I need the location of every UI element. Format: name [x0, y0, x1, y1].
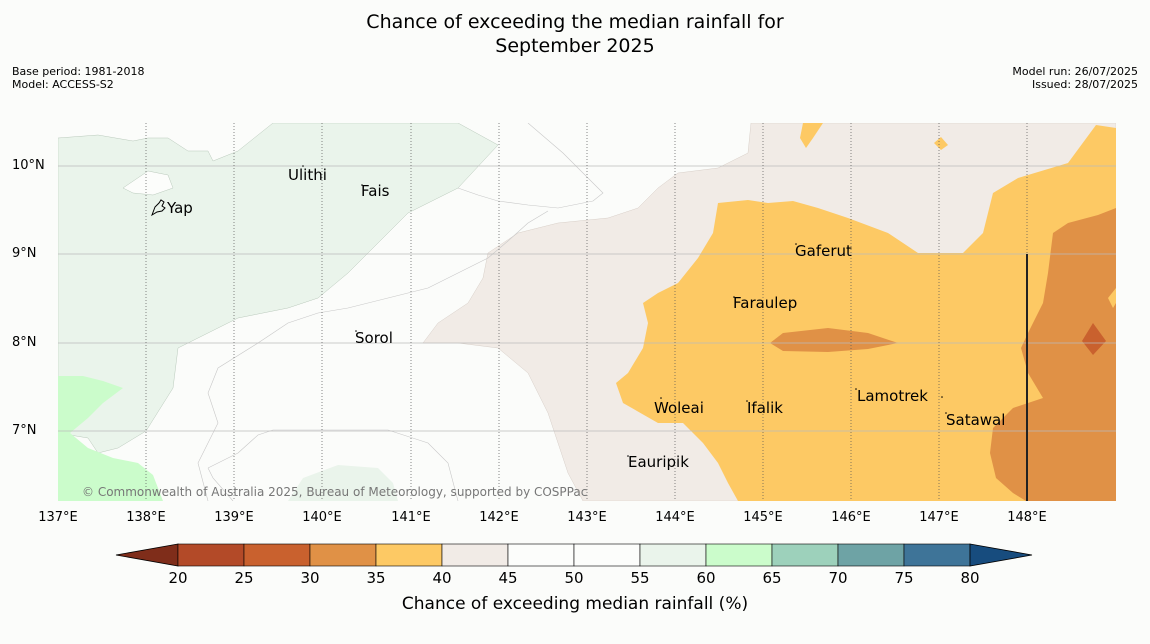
- colorbar-tick-25: 25: [234, 569, 254, 587]
- colorbar-segment: [507, 543, 575, 567]
- meta-left: Base period: 1981-2018 Model: ACCESS-S2: [12, 65, 144, 91]
- lon-label-138e: 138°E: [126, 510, 166, 525]
- base-period: Base period: 1981-2018: [12, 65, 145, 78]
- lon-label-140e: 140°E: [302, 510, 342, 525]
- colorbar-tick-80: 80: [960, 569, 980, 587]
- colorbar-segment: [639, 543, 707, 567]
- colorbar-tick-45: 45: [498, 569, 518, 587]
- place-gaferut: Gaferut: [795, 242, 852, 260]
- place-ulithi: Ulithi: [288, 166, 327, 184]
- colorbar-segment: [705, 543, 773, 567]
- colorbar-tick-70: 70: [828, 569, 848, 587]
- island-dots: [302, 165, 947, 457]
- colorbar-label: Chance of exceeding median rainfall (%): [401, 594, 749, 614]
- place-yap: Yap: [167, 199, 193, 217]
- colorbar-tick-20: 20: [168, 569, 188, 587]
- place-faraulep: Faraulep: [733, 294, 798, 312]
- lon-label-143e: 143°E: [567, 510, 607, 525]
- region-30-35-east: [990, 208, 1116, 501]
- place-sorol: Sorol: [355, 329, 393, 347]
- colorbar-segment: [177, 543, 245, 567]
- colorbar-segment: [309, 543, 377, 567]
- colorbar-tick-55: 55: [630, 569, 650, 587]
- map-title: Chance of exceeding the median rainfall …: [0, 10, 1150, 58]
- region-30-35-tongue: [770, 328, 898, 352]
- contour-line-d: [207, 467, 234, 501]
- region-35-40-main: [616, 125, 1116, 501]
- colorbar: [115, 543, 1033, 567]
- map-panel: [58, 123, 1116, 501]
- colorbar-tick-40: 40: [432, 569, 452, 587]
- colorbar-tick-30: 30: [300, 569, 320, 587]
- lon-gridlines: [145, 123, 1028, 501]
- region-hole-yap: [122, 170, 174, 196]
- lon-label-141e: 141°E: [391, 510, 431, 525]
- region-55-60-north: [58, 123, 499, 454]
- colorbar-tick-60: 60: [696, 569, 716, 587]
- colorbar-segment: [375, 543, 443, 567]
- lat-label-10n: 10°N: [12, 158, 45, 173]
- lat-label-7n: 7°N: [12, 423, 37, 438]
- place-woleai: Woleai: [654, 399, 704, 417]
- lon-label-144e: 144°E: [655, 510, 695, 525]
- region-55-60-blob: [288, 465, 398, 501]
- lon-label-139e: 139°E: [214, 510, 254, 525]
- place-lamotrek: Lamotrek: [857, 387, 928, 405]
- colorbar-segment: [441, 543, 509, 567]
- lat-gridlines: [58, 165, 1116, 432]
- colorbar-tick-35: 35: [366, 569, 386, 587]
- colorbar-tick-50: 50: [564, 569, 584, 587]
- region-35-40-dot: [934, 137, 948, 150]
- colorbar-tick-75: 75: [894, 569, 914, 587]
- lon-label-142e: 142°E: [479, 510, 519, 525]
- issued-date: Issued: 28/07/2025: [1031, 78, 1138, 91]
- model-name: Model: ACCESS-S2: [12, 78, 114, 91]
- place-fais: Fais: [361, 182, 390, 200]
- contour-line-b: [197, 210, 549, 501]
- colorbar-segment: [903, 543, 971, 567]
- colorbar-segment: [837, 543, 905, 567]
- lon-label-147e: 147°E: [919, 510, 959, 525]
- meta-right: Model run: 26/07/2025 Issued: 28/07/2025: [1012, 65, 1138, 91]
- copyright-notice: © Commonwealth of Australia 2025, Bureau…: [82, 485, 588, 499]
- colorbar-extend-high: [969, 543, 1033, 567]
- lon-label-145e: 145°E: [743, 510, 783, 525]
- model-run: Model run: 26/07/2025: [1012, 65, 1138, 78]
- place-ifalik: Ifalik: [747, 399, 783, 417]
- place-eauripik: Eauripik: [628, 453, 689, 471]
- yap-island-shape: [151, 199, 166, 217]
- colorbar-segment: [771, 543, 839, 567]
- colorbar-segment: [243, 543, 311, 567]
- contour-line-a: [457, 123, 604, 209]
- colorbar-extend-low: [115, 543, 179, 567]
- region-35-40: [800, 123, 823, 148]
- place-satawal: Satawal: [946, 411, 1006, 429]
- lon-label-148e: 148°E: [1007, 510, 1047, 525]
- lat-label-9n: 9°N: [12, 246, 37, 261]
- region-60-65: [58, 376, 163, 501]
- colorbar-segment: [573, 543, 641, 567]
- region-25-30: [1082, 323, 1106, 355]
- colorbar-tick-65: 65: [762, 569, 782, 587]
- lon-label-146e: 146°E: [831, 510, 871, 525]
- map-contours: [58, 123, 1116, 501]
- lon-label-137e: 137°E: [38, 510, 78, 525]
- lat-label-8n: 8°N: [12, 335, 37, 350]
- title-line-1: Chance of exceeding the median rainfall …: [366, 11, 784, 33]
- contour-line-c: [207, 429, 459, 501]
- region-35-40-inlet: [1108, 288, 1116, 308]
- title-line-2: September 2025: [495, 35, 655, 57]
